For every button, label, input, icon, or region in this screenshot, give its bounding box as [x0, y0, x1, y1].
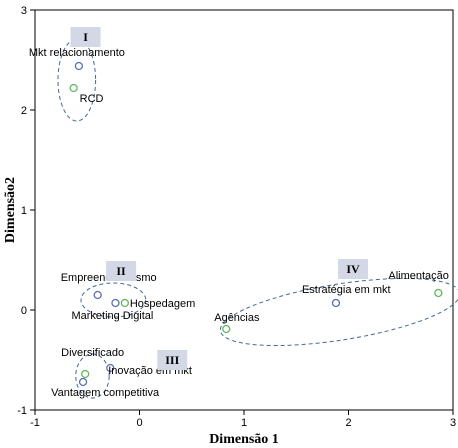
x-axis: -1 0 1 2 3	[30, 410, 456, 429]
group-label-i: I	[83, 30, 88, 44]
y-tick-label: 1	[21, 205, 27, 217]
x-tick-label: -1	[30, 417, 40, 429]
point-mkt-relacionamento	[74, 61, 84, 71]
y-tick-label: 2	[21, 105, 27, 117]
x-tick-label: 1	[241, 417, 247, 429]
point-label-vantagem-competitiva: Vantagem competitiva	[51, 387, 160, 399]
group-label-box	[70, 27, 101, 47]
y-axis-title: Dimensão2	[3, 177, 18, 243]
group-label-box	[338, 259, 369, 279]
point-label-alimentacao: Alimentação	[388, 270, 449, 282]
point-vantagem-competitiva	[78, 377, 88, 387]
x-axis-title: Dimensão 1	[209, 432, 279, 447]
group-ellipse-iii	[75, 353, 110, 399]
point-inovacao-em-mkt	[106, 363, 115, 373]
group-label-box	[106, 261, 137, 281]
point-label-mkt-relacionamento: Mkt relacionamento	[29, 47, 125, 59]
group-label-ii: II	[116, 264, 126, 278]
group-ellipses	[57, 38, 458, 399]
point-hospedagem	[120, 298, 130, 308]
group-ellipse-i	[57, 38, 97, 122]
data-points	[69, 61, 443, 387]
point-label-diversificado: Diversificado	[61, 347, 124, 359]
point-alimentacao	[434, 288, 443, 298]
point-label-estrategia-em-mkt: Estratégia em mkt	[302, 284, 391, 296]
x-tick-label: 0	[136, 417, 142, 429]
point-estrategia-em-mkt	[331, 298, 341, 308]
point-label-rcd: RCD	[80, 93, 104, 105]
point-marketing-digital	[111, 298, 120, 308]
y-axis: -1 0 1 2 3	[17, 5, 35, 417]
point-label-agencias: Agências	[214, 312, 260, 324]
x-tick-label: 3	[450, 417, 456, 429]
y-tick-label: 3	[21, 5, 27, 17]
point-diversificado	[81, 369, 90, 379]
x-tick-label: 2	[345, 417, 351, 429]
y-tick-label: -1	[17, 405, 27, 417]
point-agencias	[222, 324, 231, 334]
point-rcd	[69, 83, 78, 93]
group-label-iv: IV	[346, 262, 360, 276]
point-label-marketing-digital: Marketing Digital	[71, 310, 153, 322]
group-label-box	[157, 350, 188, 370]
point-label-hospedagem: Hospedagem	[130, 298, 195, 310]
group-ellipse-ii	[80, 282, 147, 318]
point-empreendedorismo	[93, 290, 102, 300]
y-tick-label: 0	[21, 305, 27, 317]
group-label-iii: III	[165, 353, 179, 367]
point-labels: Mkt relacionamentoRCDEmpreendedorismoHos…	[29, 47, 449, 399]
group-ellipse-iv	[219, 277, 458, 347]
